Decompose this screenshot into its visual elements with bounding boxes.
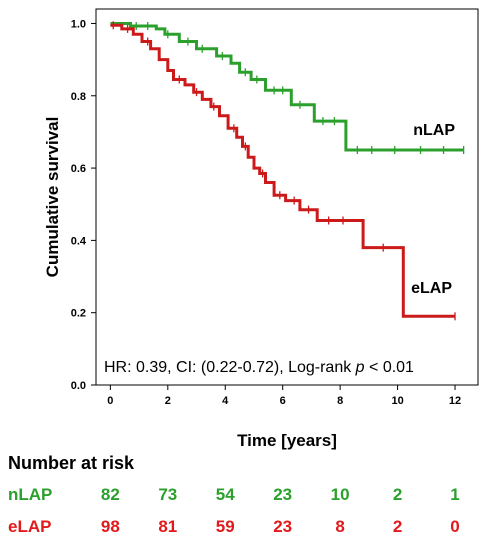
annotation-prefix: HR: 0.39, CI: (0.22-0.72), Log-rank — [104, 359, 356, 376]
risk-value-elap: 0 — [450, 517, 459, 536]
risk-row-label-elap: eLAP — [8, 517, 51, 536]
y-tick-label: 0.4 — [71, 235, 87, 247]
risk-value-elap: 2 — [393, 517, 402, 536]
y-tick-label: 1.0 — [71, 18, 86, 30]
risk-row-label-nlap: nLAP — [8, 485, 52, 504]
risk-value-nlap: 73 — [158, 485, 177, 504]
risk-value-nlap: 82 — [101, 485, 120, 504]
risk-value-elap: 23 — [273, 517, 292, 536]
y-tick-label: 0.2 — [71, 308, 86, 320]
risk-value-nlap: 54 — [216, 485, 235, 504]
risk-value-nlap: 23 — [273, 485, 292, 504]
risk-value-elap: 81 — [158, 517, 177, 536]
y-tick-label: 0.6 — [71, 163, 86, 175]
x-tick-label: 10 — [391, 395, 403, 407]
x-axis-ticks: 0 2 4 6 8 10 12 — [107, 385, 461, 407]
y-tick-label: 0.8 — [71, 91, 86, 103]
annotation-suffix: < 0.01 — [365, 359, 414, 376]
risk-value-elap: 98 — [101, 517, 120, 536]
series-label-nlap: nLAP — [413, 122, 455, 139]
series-label-elap: eLAP — [411, 280, 452, 297]
x-tick-label: 0 — [107, 395, 113, 407]
x-tick-label: 2 — [165, 395, 171, 407]
risk-value-elap: 59 — [216, 517, 235, 536]
y-axis-title: Cumulative survival — [43, 117, 62, 278]
x-tick-label: 4 — [222, 395, 229, 407]
risk-value-elap: 8 — [335, 517, 344, 536]
series-line-elap — [110, 23, 455, 318]
x-tick-label: 6 — [280, 395, 286, 407]
y-axis-ticks: 0.0 0.2 0.4 0.6 0.8 1.0 — [71, 18, 96, 392]
series-layer — [110, 21, 465, 321]
risk-value-nlap: 2 — [393, 485, 402, 504]
risk-value-nlap: 1 — [450, 485, 459, 504]
series-line-nlap — [110, 22, 464, 152]
annotation-p: p — [355, 359, 365, 376]
risk-table-title: Number at risk — [8, 453, 135, 473]
plot-frame — [95, 8, 479, 386]
risk-value-nlap: 10 — [331, 485, 350, 504]
y-tick-label: 0.0 — [71, 380, 86, 392]
x-tick-label: 8 — [337, 395, 343, 407]
hazard-ratio-annotation: HR: 0.39, CI: (0.22-0.72), Log-rank p < … — [104, 359, 414, 376]
x-axis-title: Time [years] — [237, 431, 337, 450]
x-tick-label: 12 — [449, 395, 461, 407]
